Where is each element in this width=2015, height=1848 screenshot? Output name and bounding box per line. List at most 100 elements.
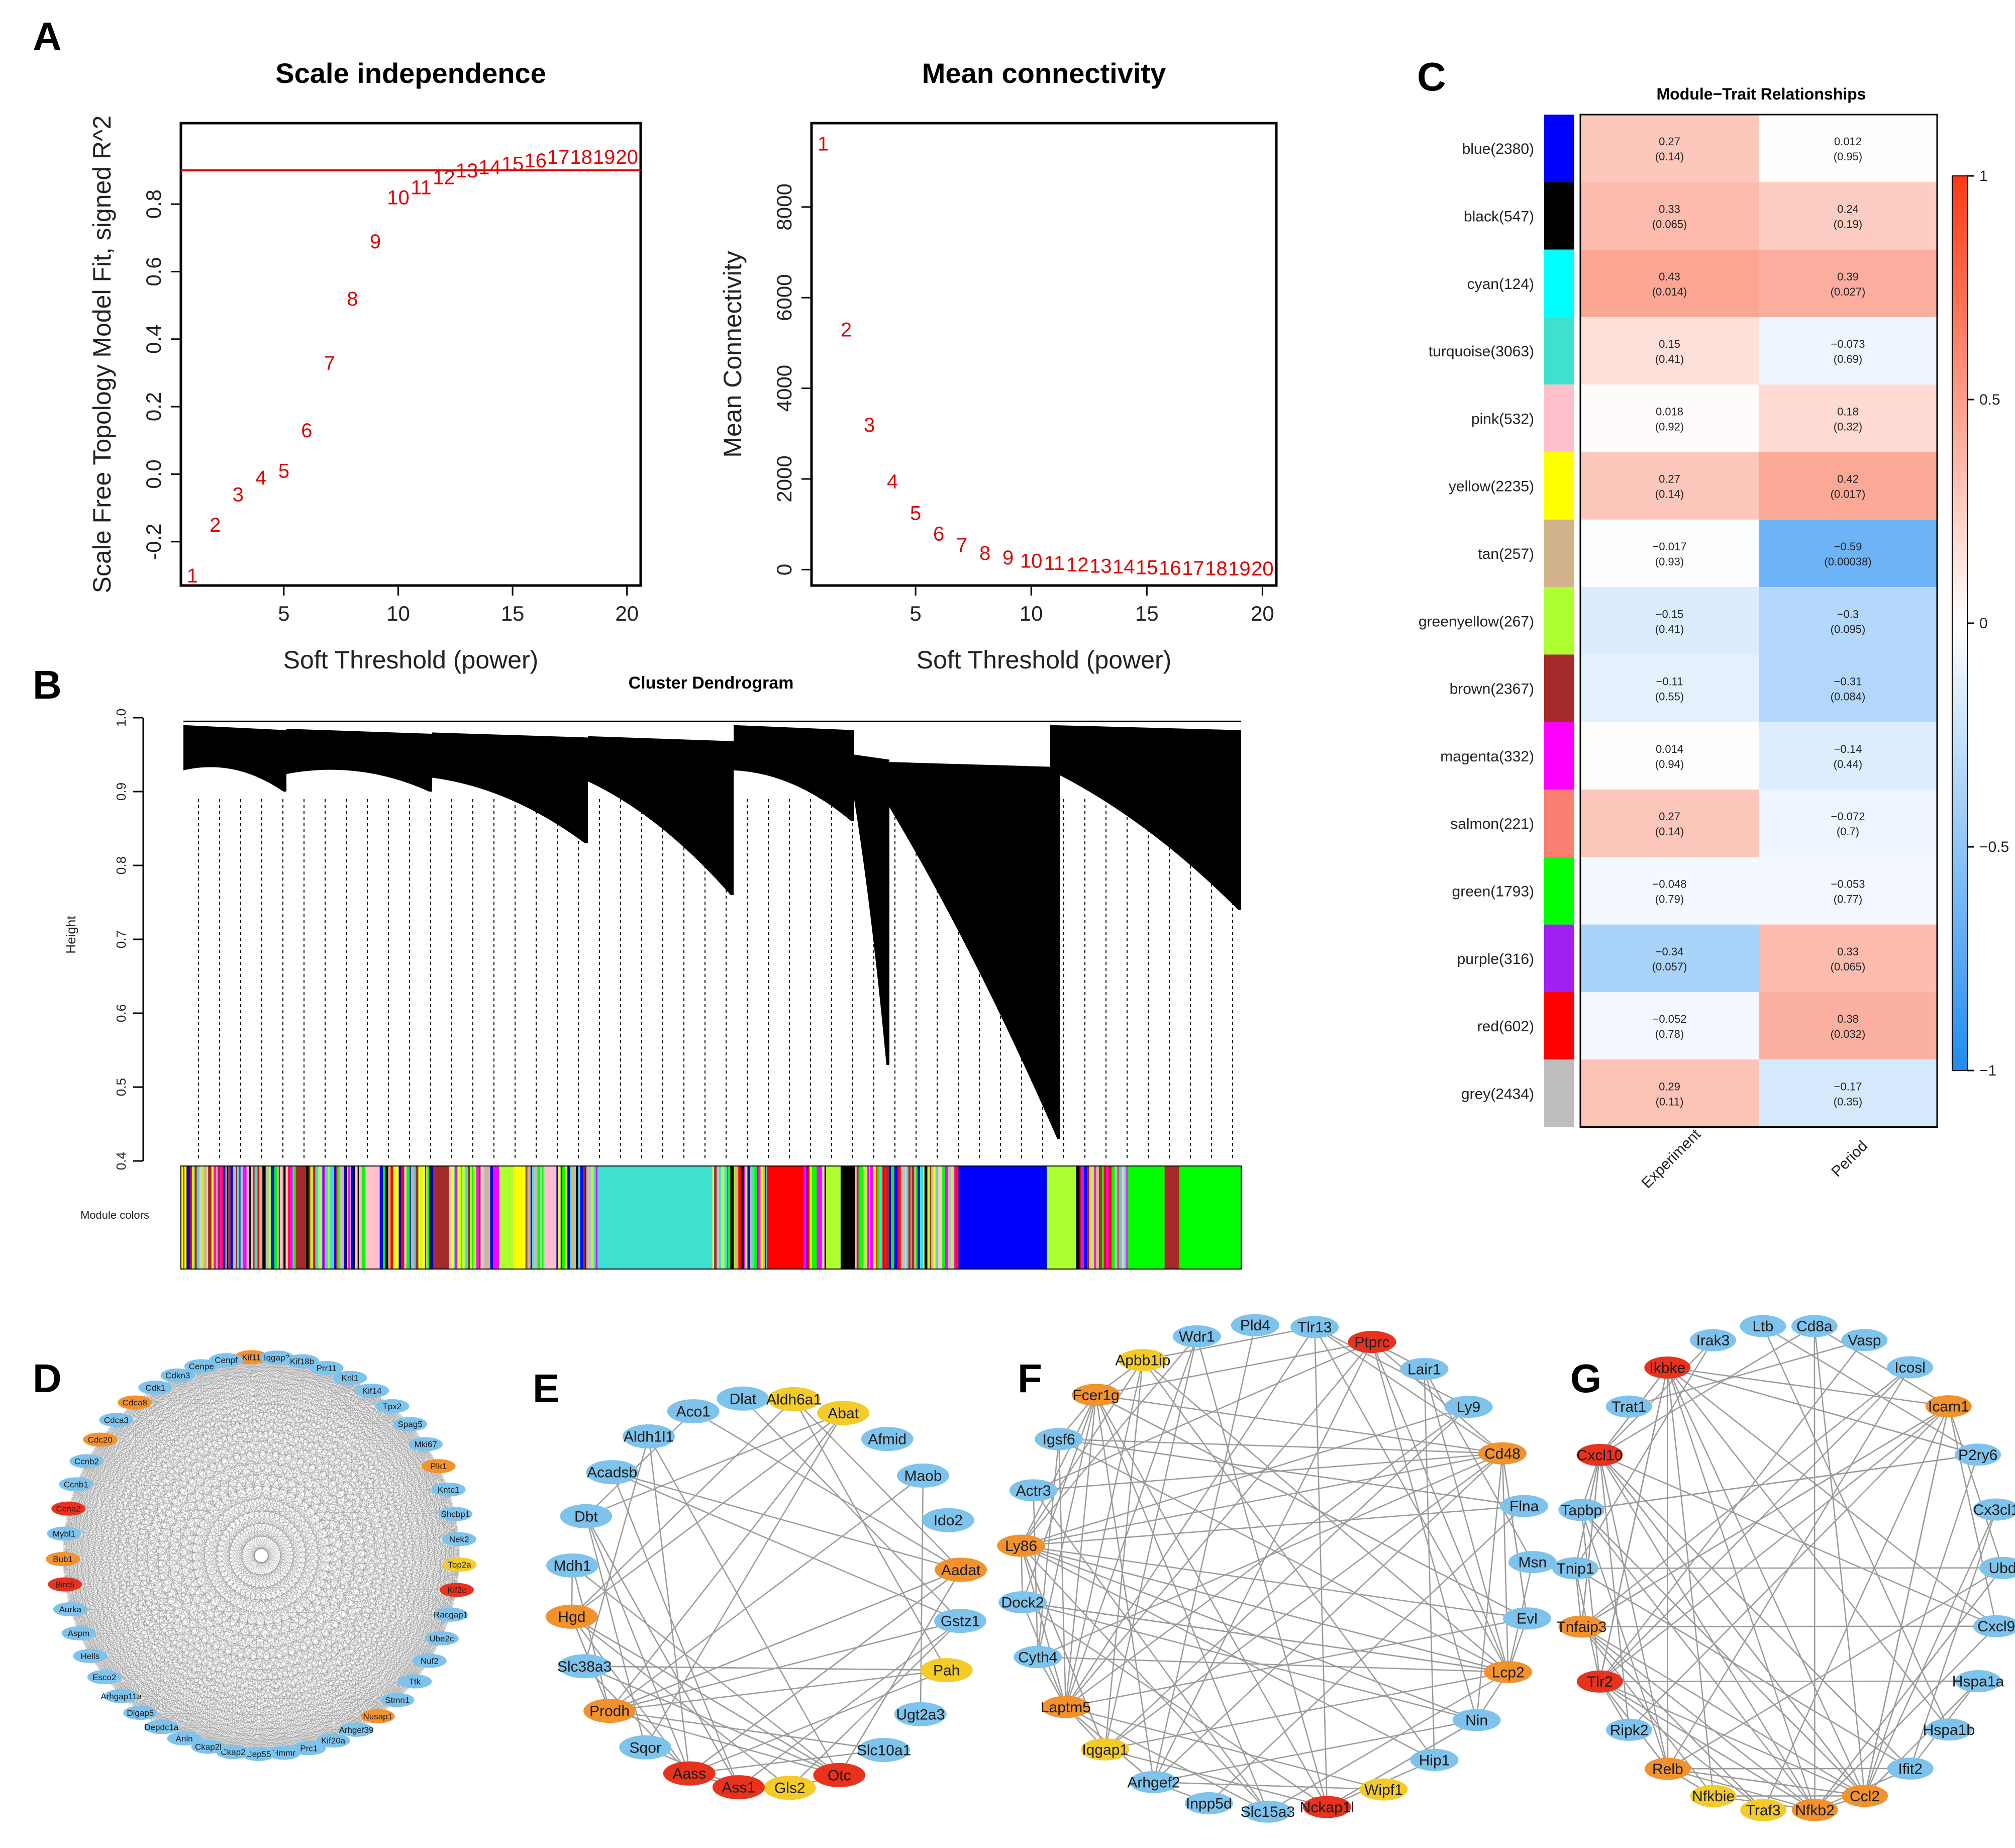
gene-label: Hip1 bbox=[1419, 1752, 1450, 1769]
gene-label: Cdkn3 bbox=[165, 1371, 190, 1381]
gene-node bbox=[813, 1763, 866, 1787]
edge bbox=[1022, 1601, 1508, 1673]
edge bbox=[414, 1489, 449, 1682]
module-block bbox=[544, 1166, 557, 1269]
edge bbox=[1667, 1367, 1816, 1810]
gene-node bbox=[894, 1702, 947, 1726]
edge bbox=[121, 1696, 397, 1700]
edge bbox=[1581, 1626, 1764, 1811]
edge bbox=[64, 1533, 430, 1661]
gene-label: Ripk2 bbox=[1610, 1722, 1649, 1738]
edge bbox=[1021, 1359, 1144, 1546]
data-point: 2 bbox=[841, 319, 852, 341]
gene-node bbox=[1973, 1615, 2015, 1637]
gene-label: Afmid bbox=[868, 1431, 906, 1448]
gene-label: Hspa1b bbox=[1923, 1722, 1975, 1738]
edge bbox=[1038, 1656, 1508, 1673]
edge bbox=[70, 1357, 252, 1610]
edge bbox=[201, 1366, 415, 1682]
cell-pvalue: (0.017) bbox=[1831, 488, 1866, 501]
y-tick-label: 8000 bbox=[772, 183, 796, 230]
edge bbox=[571, 1412, 844, 1617]
edge bbox=[68, 1508, 397, 1700]
edge bbox=[301, 1361, 430, 1661]
edge bbox=[116, 1420, 162, 1727]
edge bbox=[1020, 1545, 1067, 1707]
edge bbox=[226, 1360, 415, 1682]
cell-pvalue: (0.11) bbox=[1656, 1095, 1684, 1108]
cell-pvalue: (0.77) bbox=[1834, 893, 1862, 905]
gene-label: Apbb1ip bbox=[1115, 1352, 1170, 1369]
edge bbox=[233, 1539, 459, 1753]
module-label: brown(2367) bbox=[1450, 681, 1534, 698]
edge bbox=[1599, 1325, 1815, 1456]
edge bbox=[70, 1366, 202, 1610]
edge bbox=[233, 1514, 456, 1753]
edge bbox=[65, 1584, 357, 1730]
edge bbox=[70, 1357, 277, 1610]
edge bbox=[121, 1375, 178, 1696]
y-tick-label: 0.6 bbox=[142, 257, 165, 286]
module-stripe bbox=[1090, 1166, 1094, 1269]
cell-correlation: 0.43 bbox=[1659, 270, 1680, 283]
module-swatch bbox=[1544, 654, 1574, 722]
module-stripe bbox=[243, 1166, 247, 1269]
edge bbox=[233, 1681, 415, 1753]
edge bbox=[86, 1461, 459, 1539]
cluster-dendrogram: Cluster Dendrogram 1.0 0.9 0.8 0.7 0.6 0.5 0.4 H… bbox=[63, 673, 1242, 1270]
data-point: 7 bbox=[956, 534, 967, 556]
edge bbox=[1667, 1567, 2003, 1770]
module-stripe bbox=[473, 1166, 477, 1269]
gene-label: Ido2 bbox=[934, 1512, 963, 1529]
heatmap-title: Module−Trait Relationships bbox=[1657, 85, 1866, 103]
module-stripe bbox=[894, 1166, 897, 1269]
module-block bbox=[767, 1166, 804, 1269]
data-point: 20 bbox=[616, 146, 638, 168]
gene-node bbox=[1791, 1799, 1838, 1821]
module-stripe bbox=[249, 1166, 251, 1269]
cell-correlation: −0.14 bbox=[1834, 743, 1862, 755]
edge bbox=[62, 1466, 439, 1560]
edge bbox=[377, 1444, 426, 1716]
heatmap-cell bbox=[1580, 992, 1759, 1060]
data-point: 8 bbox=[347, 288, 358, 310]
edge bbox=[68, 1508, 234, 1753]
gene-label: Tapbp bbox=[1561, 1502, 1602, 1519]
heatmap-cell bbox=[1759, 519, 1937, 588]
module-stripe bbox=[393, 1166, 395, 1269]
module-stripe bbox=[747, 1166, 750, 1269]
edge bbox=[177, 1375, 459, 1539]
module-stripe bbox=[257, 1166, 259, 1269]
heatmap-cell bbox=[1759, 1059, 1937, 1127]
gene-node bbox=[1502, 1607, 1551, 1630]
edge bbox=[78, 1633, 309, 1748]
edge bbox=[64, 1584, 284, 1753]
y-tick-label: 0.5 bbox=[114, 1078, 129, 1096]
gene-label: Cxcl10 bbox=[1577, 1447, 1623, 1464]
edge bbox=[65, 1584, 451, 1615]
gene-label: Ccna2 bbox=[56, 1504, 81, 1514]
gene-label: Dlat bbox=[730, 1391, 757, 1407]
gene-node bbox=[1508, 1551, 1557, 1574]
edge bbox=[70, 1590, 457, 1610]
edge bbox=[1424, 1369, 1509, 1673]
gene-node bbox=[69, 1454, 104, 1469]
gene-node bbox=[896, 1463, 949, 1488]
gene-node bbox=[1081, 1738, 1130, 1761]
gene-node bbox=[438, 1507, 473, 1521]
module-stripe bbox=[268, 1166, 271, 1269]
gene-node bbox=[583, 1699, 636, 1723]
gene-label: Aspm bbox=[68, 1629, 89, 1638]
edge bbox=[140, 1361, 303, 1713]
edge bbox=[100, 1439, 460, 1565]
module-stripe bbox=[580, 1166, 584, 1269]
gene-node bbox=[1689, 1329, 1736, 1351]
cell-correlation: 0.014 bbox=[1656, 743, 1683, 755]
gene-label: Hgd bbox=[558, 1609, 585, 1625]
colorbar-tick-label: −0.5 bbox=[1979, 839, 2009, 855]
edge bbox=[1153, 1781, 1384, 1790]
edge bbox=[62, 1559, 442, 1639]
gene-node bbox=[712, 1775, 765, 1800]
edge bbox=[135, 1402, 411, 1424]
